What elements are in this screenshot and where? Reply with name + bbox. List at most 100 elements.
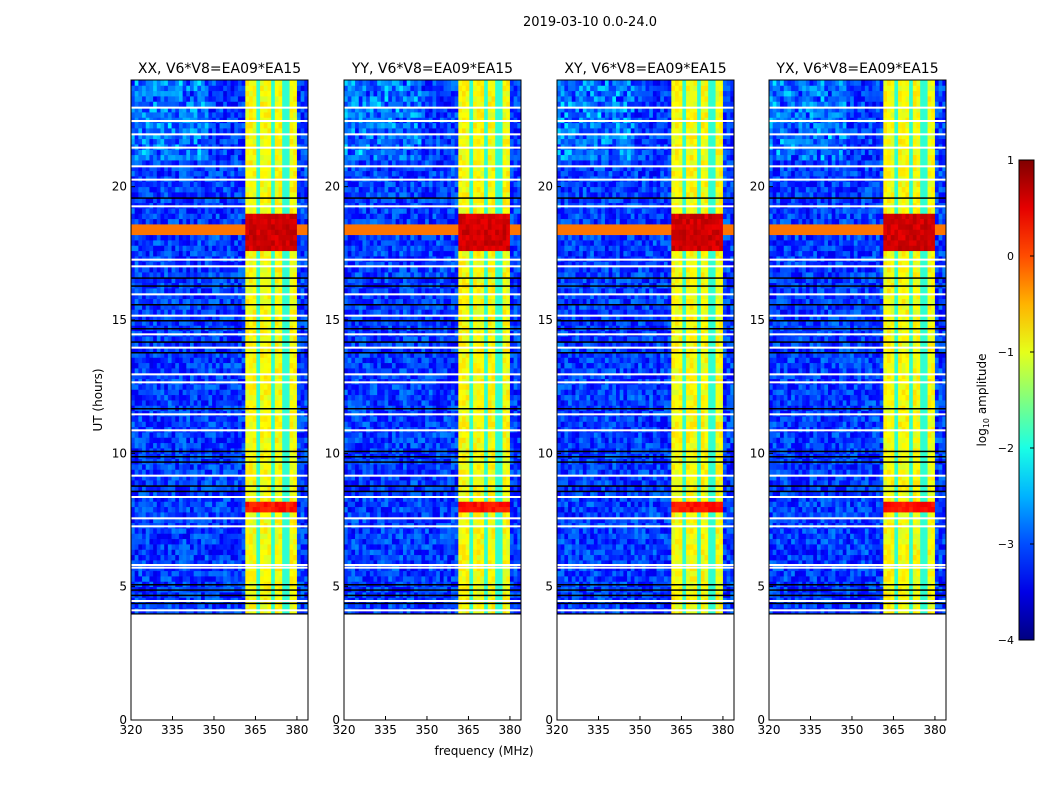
heatmap-cell xyxy=(197,357,202,364)
heatmap-cell xyxy=(190,570,195,577)
heatmap-cell xyxy=(212,192,217,198)
heatmap-cell xyxy=(138,304,143,310)
heatmap-cell xyxy=(282,490,287,497)
heatmap-cell xyxy=(219,346,224,353)
heatmap-cell xyxy=(215,469,220,476)
heatmap-cell xyxy=(182,469,187,476)
heatmap-cell xyxy=(193,266,198,273)
heatmap-cell xyxy=(201,277,206,284)
heatmap-cell xyxy=(204,314,209,321)
heatmap-cell xyxy=(447,602,452,609)
heatmap-cell xyxy=(260,309,265,316)
heatmap-cell xyxy=(134,266,139,273)
heatmap-cell xyxy=(208,362,213,369)
heatmap-cell xyxy=(263,85,268,92)
heatmap-cell xyxy=(131,245,136,252)
heatmap-cell xyxy=(223,602,228,609)
heatmap-cell xyxy=(260,304,265,310)
heatmap-cell xyxy=(252,304,257,310)
heatmap-cell xyxy=(304,101,309,108)
heatmap-cell xyxy=(289,112,294,118)
heatmap-cell xyxy=(223,352,228,358)
heatmap-cell xyxy=(252,138,257,145)
heatmap-cell xyxy=(212,389,217,396)
heatmap-cell xyxy=(252,341,257,348)
heatmap-cell xyxy=(190,437,195,444)
heatmap-cell xyxy=(285,106,290,113)
heatmap-cell xyxy=(300,496,305,502)
heatmap-cell xyxy=(208,208,213,214)
heatmap-cell xyxy=(171,90,176,97)
heatmap-cell xyxy=(278,362,283,369)
heatmap-cell xyxy=(212,346,217,353)
heatmap-cell xyxy=(131,544,136,550)
heatmap-cell xyxy=(208,154,213,161)
heatmap-cell xyxy=(267,538,272,545)
heatmap-cell xyxy=(215,224,220,230)
heatmap-cell xyxy=(212,298,217,305)
heatmap-cell xyxy=(234,80,239,86)
heatmap-cell xyxy=(260,490,265,497)
heatmap-cell xyxy=(289,304,294,310)
heatmap-cell xyxy=(167,320,172,326)
heatmap-cell xyxy=(153,101,158,108)
heatmap-cell xyxy=(182,304,187,310)
heatmap-cell xyxy=(263,512,268,518)
heatmap-cell xyxy=(215,602,220,609)
heatmap-cell xyxy=(300,352,305,358)
flagged-row-white xyxy=(131,496,308,498)
heatmap-cell xyxy=(234,373,239,380)
heatmap-cell xyxy=(278,208,283,214)
heatmap-cell xyxy=(226,165,231,172)
heatmap-cell xyxy=(175,218,180,225)
heatmap-cell xyxy=(274,501,279,508)
heatmap-cell xyxy=(245,442,250,449)
heatmap-cell xyxy=(167,554,172,561)
heatmap-cell xyxy=(131,560,136,566)
heatmap-cell xyxy=(252,549,257,556)
heatmap-cell xyxy=(145,138,150,145)
heatmap-cell xyxy=(219,336,224,342)
heatmap-cell xyxy=(274,490,279,497)
heatmap-cell xyxy=(252,469,257,476)
heatmap-cell xyxy=(289,416,294,422)
heatmap-cell xyxy=(182,293,187,300)
heatmap-cell xyxy=(178,602,184,609)
heatmap-cell xyxy=(237,149,243,156)
heatmap-cell xyxy=(131,261,136,268)
heatmap-cell xyxy=(190,362,195,369)
heatmap-cell xyxy=(300,570,305,577)
heatmap-cell xyxy=(164,277,169,284)
heatmap-cell xyxy=(190,341,195,348)
heatmap-cell xyxy=(167,128,172,134)
heatmap-cell xyxy=(300,240,305,246)
heatmap-cell xyxy=(160,240,165,246)
heatmap-cell xyxy=(245,352,250,358)
heatmap-cell xyxy=(249,368,254,374)
heatmap-cell xyxy=(182,576,187,582)
heatmap-cell xyxy=(260,576,265,582)
heatmap-cell xyxy=(260,560,265,566)
flagged-row-black xyxy=(131,328,308,330)
heatmap-cell xyxy=(237,501,243,508)
heatmap-cell xyxy=(142,314,147,321)
heatmap-cell xyxy=(271,421,276,428)
heatmap-cell xyxy=(237,197,243,204)
heatmap-cell xyxy=(237,229,243,236)
heatmap-cell xyxy=(201,400,206,406)
heatmap-cell xyxy=(223,320,228,326)
heatmap-cell xyxy=(182,362,187,369)
heatmap-cell xyxy=(282,138,287,145)
heatmap-cell xyxy=(164,240,169,246)
heatmap-cell xyxy=(134,544,139,550)
heatmap-cell xyxy=(142,432,147,438)
heatmap-cell xyxy=(252,186,257,193)
heatmap-cell xyxy=(197,512,202,518)
heatmap-cell xyxy=(241,389,246,396)
heatmap-cell xyxy=(223,496,228,502)
heatmap-cell xyxy=(190,160,195,166)
heatmap-cell xyxy=(263,373,268,380)
heatmap-cell xyxy=(300,336,305,342)
heatmap-cell xyxy=(138,517,143,524)
heatmap-cell xyxy=(237,602,243,609)
